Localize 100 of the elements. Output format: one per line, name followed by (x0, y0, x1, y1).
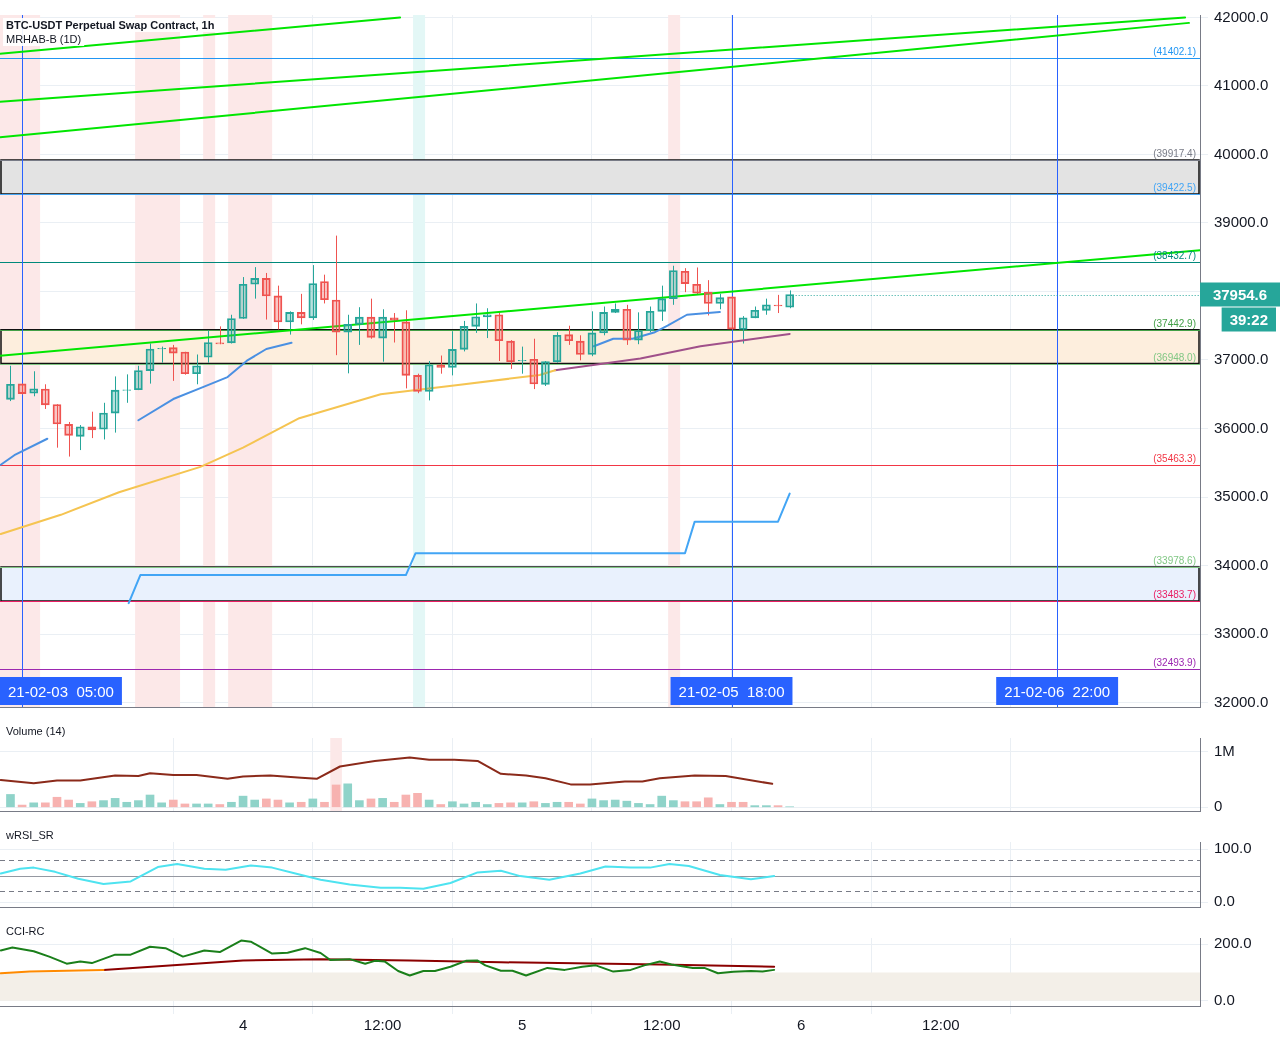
candlestick (99, 402, 108, 440)
bar (389, 801, 399, 808)
ref-line-label: (35463.3) (1153, 453, 1196, 465)
bar (6, 794, 15, 808)
candlestick (192, 353, 201, 385)
bar (448, 801, 457, 808)
bar (192, 803, 201, 808)
ref-line-label: 21-02-03 05:00 (8, 683, 114, 700)
y-tick-label: 0 (1214, 797, 1223, 815)
x-tick-label: 4 (238, 1016, 248, 1034)
y-tick-label: 37000.0 (1214, 350, 1269, 368)
candlestick (494, 310, 504, 362)
y-tick-label: 0.0 (1214, 990, 1235, 1008)
candlestick (331, 235, 341, 356)
candlestick (459, 320, 469, 352)
candlestick (471, 302, 480, 334)
candlestick (669, 265, 678, 306)
ref-line-label: (39422.5) (1153, 182, 1196, 193)
bar (355, 800, 364, 808)
candlestick (587, 310, 597, 357)
y-tick-label: 39000.0 (1214, 213, 1269, 231)
bar (564, 801, 574, 808)
candlestick (145, 343, 155, 385)
bar (610, 799, 620, 808)
candlestick (320, 274, 329, 304)
candlestick (529, 338, 539, 390)
bar (657, 795, 667, 808)
ref-line-label: (32493.9) (1153, 656, 1196, 668)
bar (482, 804, 492, 808)
candlestick (227, 314, 236, 345)
bar (122, 801, 132, 808)
y-tick-label: 200.0 (1214, 934, 1252, 952)
bar (87, 801, 97, 808)
bar (227, 801, 236, 808)
bar (238, 795, 248, 808)
candlestick (308, 264, 318, 321)
candlestick (482, 307, 492, 339)
ref-line-label: (41402.1) (1153, 46, 1196, 58)
bar (680, 801, 690, 808)
bar (529, 801, 539, 808)
bar (110, 798, 120, 808)
bar (727, 801, 736, 808)
ref-line-label: (38432.7) (1153, 249, 1196, 261)
bar (436, 804, 446, 808)
bar (669, 800, 678, 808)
bar (576, 803, 585, 808)
candlestick (506, 339, 515, 370)
text: 39:22 (1229, 310, 1269, 328)
bar (75, 803, 85, 808)
bar (215, 804, 225, 808)
bar (203, 803, 213, 808)
y-tick-label: 1M (1214, 741, 1235, 759)
candlestick (541, 360, 550, 387)
x-tick-label: 5 (518, 1016, 527, 1034)
bar (634, 803, 643, 808)
candlestick (110, 375, 120, 434)
bar (494, 803, 504, 808)
bar (471, 801, 480, 808)
annotation: 37954.6 (1212, 285, 1268, 303)
bar (52, 796, 62, 808)
candlestick (401, 309, 411, 389)
y-tick-label: 42000.0 (1214, 7, 1269, 25)
candlestick (238, 276, 248, 320)
candlestick (261, 272, 271, 321)
bar (320, 801, 329, 808)
chart-title: Volume (14) (6, 725, 66, 737)
candlestick (378, 308, 387, 363)
x-tick-label: 12:00 (922, 1016, 960, 1034)
ref-line-label: 21-02-06 22:00 (1004, 683, 1111, 700)
ref-line-label: (39917.4) (1153, 148, 1196, 160)
bar (296, 801, 306, 808)
candlestick (413, 373, 422, 394)
candlestick (157, 346, 166, 364)
y-tick-label: 35000.0 (1214, 487, 1269, 505)
y-tick-label: 0.0 (1214, 892, 1235, 910)
bar (41, 802, 50, 808)
candlestick (576, 334, 585, 361)
candlestick (622, 304, 632, 346)
bar (517, 802, 527, 808)
bar (261, 798, 271, 808)
chart-title: wRSI_SR (5, 829, 54, 841)
candlestick (738, 315, 748, 345)
candlestick (692, 266, 701, 296)
candlestick (273, 285, 283, 330)
chart-title: BTC-USDT Perpetual Swap Contract, 1h (6, 19, 215, 31)
ref-line-label: (36948.0) (1153, 351, 1196, 363)
candlestick (564, 325, 574, 346)
bar (64, 799, 73, 808)
candlestick (296, 293, 306, 325)
bar (715, 804, 725, 808)
candlestick (703, 279, 713, 316)
y-tick-label: 32000.0 (1214, 692, 1269, 710)
bar (506, 802, 515, 808)
candlestick (436, 355, 446, 375)
candlestick (343, 314, 353, 374)
candlestick (727, 295, 736, 330)
bar (29, 802, 39, 808)
candlestick (6, 365, 15, 402)
bar (692, 801, 701, 808)
ref-line-label: 21-02-05 18:00 (678, 683, 785, 700)
